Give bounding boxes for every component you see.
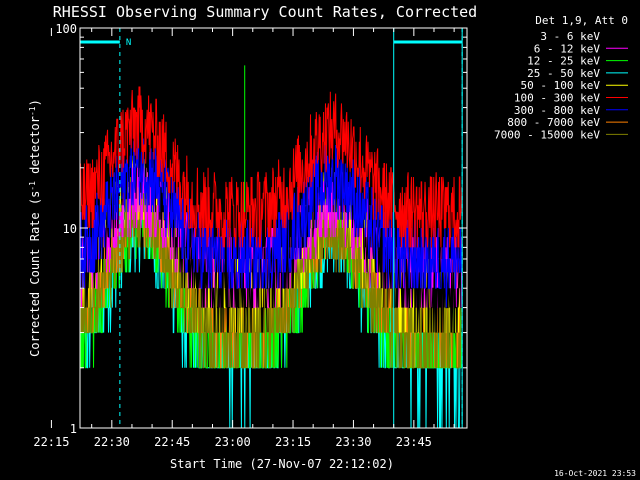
y-axis-label: Corrected Count Rate (s-1 detector-1) [28, 99, 43, 357]
legend-label-0: 3 - 6 keV [540, 30, 600, 43]
footer-timestamp: 16-Oct-2021 23:53 [554, 469, 636, 478]
x-tick-label-3: 23:00 [215, 435, 251, 449]
y-tick-label-0: 100 [55, 22, 77, 36]
legend-header: Det 1,9, Att 0 [535, 14, 628, 27]
x-tick-label-1: 22:30 [94, 435, 130, 449]
x-tick-label-0: 22:15 [33, 435, 69, 449]
legend-label-7: 800 - 7000 keV [507, 116, 600, 129]
y-tick-label-1: 10 [63, 222, 77, 236]
axis-layer: 22:15 22:30 22:45 23:00 23:15 23:30 23:45 100 10… [33, 22, 467, 449]
series-layer [80, 65, 463, 428]
legend-label-8: 7000 - 15000 keV [494, 128, 600, 141]
marker-layer: N [80, 28, 463, 428]
legend-label-1: 6 - 12 keV [534, 42, 601, 55]
y-tick-label-2: 1 [70, 422, 77, 436]
x-tick-label-5: 23:30 [335, 435, 371, 449]
series-line-5 [80, 86, 463, 248]
x-axis-label: Start Time (27-Nov-07 22:12:02) [170, 457, 394, 471]
chart-title: RHESSI Observing Summary Count Rates, Co… [53, 3, 477, 21]
orbit-segment-label-0: N [126, 38, 131, 48]
legend-label-2: 12 - 25 keV [527, 55, 600, 68]
x-tick-label-6: 23:45 [396, 435, 432, 449]
series-line-0 [80, 124, 462, 334]
legend-label-6: 300 - 800 keV [514, 104, 600, 117]
legend-label-5: 100 - 300 keV [514, 92, 600, 105]
legend-label-4: 50 - 100 keV [521, 79, 601, 92]
legend-label-3: 25 - 50 keV [527, 67, 600, 80]
x-tick-label-2: 22:45 [154, 435, 190, 449]
x-tick-label-4: 23:15 [275, 435, 311, 449]
